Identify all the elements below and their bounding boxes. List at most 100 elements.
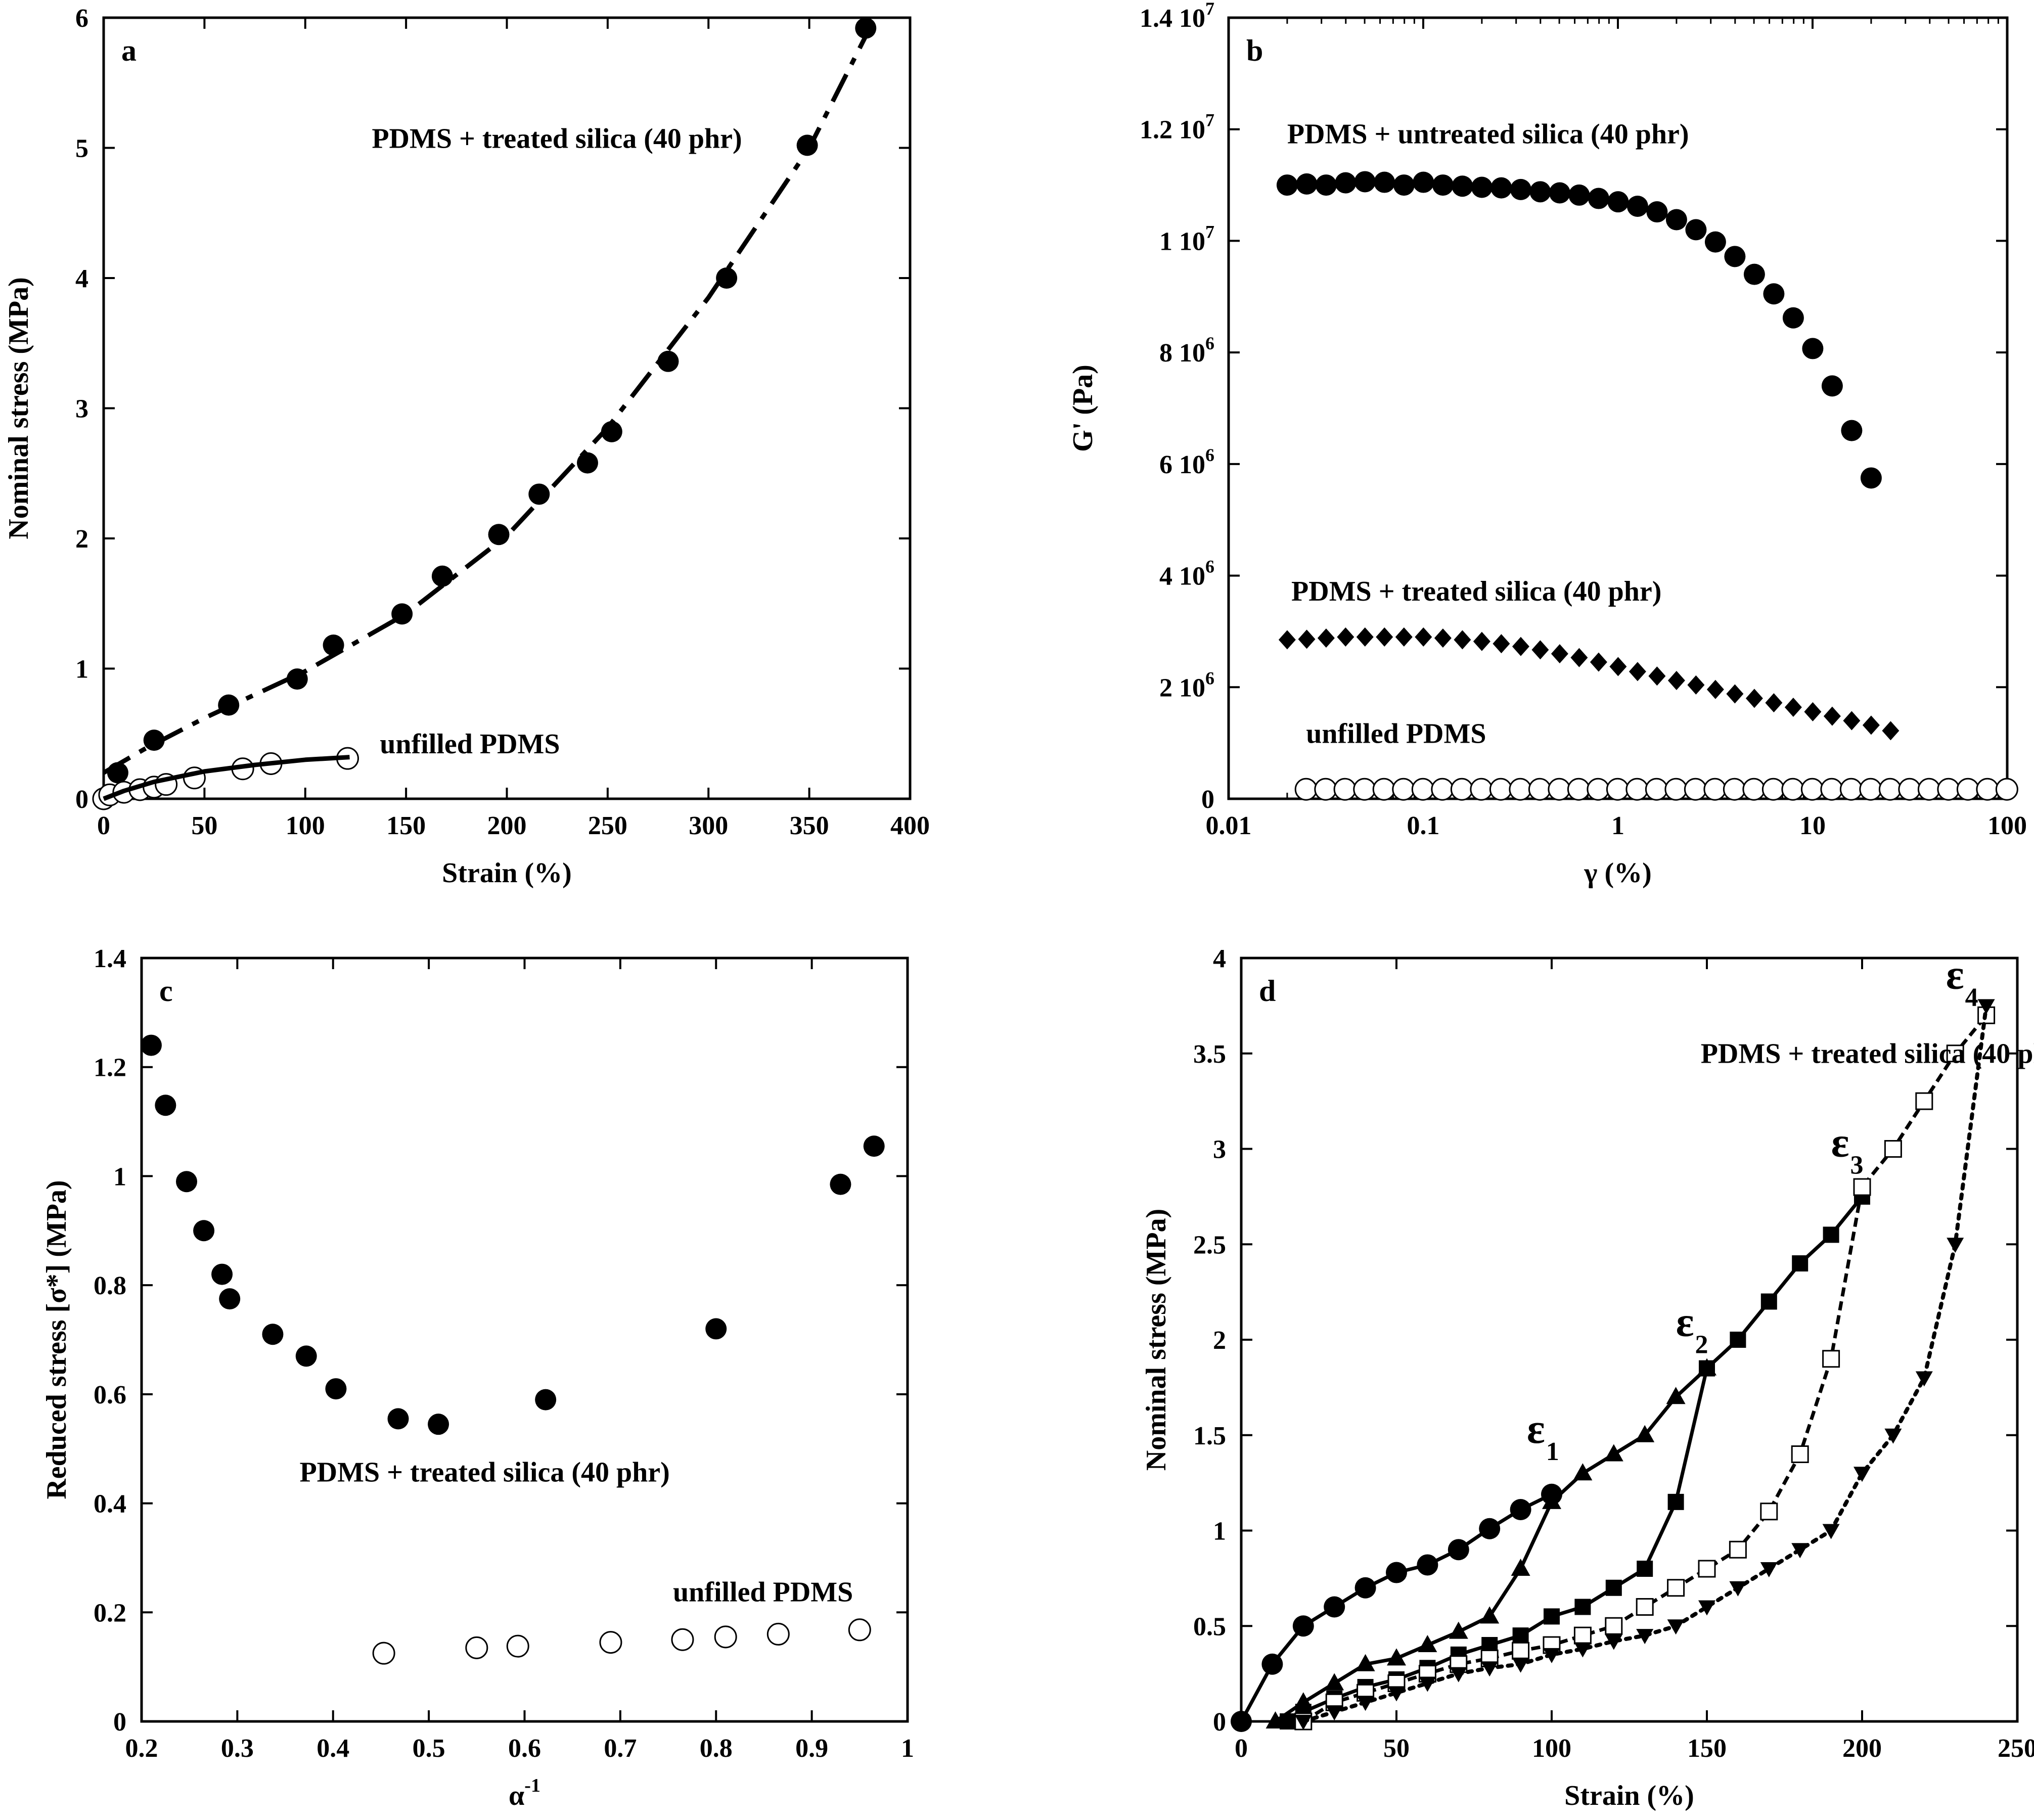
y-tick-label: 0 xyxy=(1201,785,1214,814)
y-tick-label: 1.4 107 xyxy=(1140,0,1214,33)
data-point xyxy=(1884,1140,1902,1158)
data-point xyxy=(1374,171,1395,193)
data-point xyxy=(1493,634,1510,654)
data-point xyxy=(1791,1543,1809,1559)
data-point xyxy=(1479,1518,1501,1539)
data-point xyxy=(1878,778,1902,801)
data-point xyxy=(1528,778,1551,801)
data-point xyxy=(1606,778,1629,801)
x-axis-label: Strain (%) xyxy=(442,857,572,889)
annotation-text: PDMS + treated silica (40 phr) xyxy=(299,1457,669,1488)
data-point xyxy=(1698,1560,1716,1578)
data-point xyxy=(1667,1493,1684,1510)
data-point xyxy=(1454,630,1471,650)
data-point xyxy=(1544,1608,1560,1625)
data-point xyxy=(1822,1350,1840,1368)
data-point xyxy=(1548,778,1571,801)
data-point xyxy=(1333,778,1357,801)
x-tick-label: 0 xyxy=(1235,1734,1248,1763)
data-point xyxy=(1296,173,1318,195)
y-tick-label: 1 107 xyxy=(1159,221,1214,256)
data-point xyxy=(1667,671,1685,691)
y-tick-mantissa: 6 10 xyxy=(1159,450,1205,479)
data-point xyxy=(1490,177,1512,199)
data-point xyxy=(1325,1673,1344,1691)
strain-label-subscript: 3 xyxy=(1850,1151,1863,1180)
data-point xyxy=(1862,715,1880,735)
data-point xyxy=(1745,689,1763,708)
data-point xyxy=(716,267,738,289)
data-point xyxy=(1280,1713,1296,1730)
y-axis-label: Nominal stress (MPa) xyxy=(3,277,34,539)
data-point xyxy=(1294,1715,1312,1730)
x-tick-label: 50 xyxy=(1383,1734,1410,1763)
data-point xyxy=(1392,778,1415,801)
data-point xyxy=(1791,1445,1809,1463)
data-point xyxy=(1376,627,1393,647)
y-tick-label: 3.5 xyxy=(1193,1040,1226,1069)
y-tick-label: 0.2 xyxy=(94,1599,126,1627)
data-point xyxy=(1915,1371,1933,1387)
data-point xyxy=(1760,1293,1777,1310)
y-tick-label: 1 xyxy=(75,655,88,684)
data-point xyxy=(1292,1615,1314,1637)
panel-d-cyclic-loading: 0 50 100 150 200 250 0 0.5 1 1.5 2 2.5 3 3.5 4 Strain (… xyxy=(1141,944,2034,1811)
data-point xyxy=(1667,1579,1685,1597)
data-point xyxy=(1723,778,1746,801)
data-point xyxy=(1590,652,1607,672)
y-tick-exponent: 6 xyxy=(1205,557,1214,577)
data-point xyxy=(1664,778,1688,801)
data-point xyxy=(211,1263,233,1285)
data-point xyxy=(1386,1562,1407,1583)
data-point xyxy=(1355,1654,1375,1671)
data-point xyxy=(1418,1635,1437,1652)
data-point xyxy=(657,350,679,372)
y-tick-label: 4 xyxy=(1213,944,1226,973)
data-point xyxy=(1841,420,1863,441)
data-point xyxy=(1765,693,1783,713)
data-point xyxy=(1666,1387,1686,1404)
y-tick-label: 0 xyxy=(75,785,88,814)
strain-label: ε2 xyxy=(1676,1298,1708,1359)
x-tick-label: 0.6 xyxy=(508,1734,541,1763)
data-point xyxy=(1372,778,1395,801)
data-point xyxy=(1278,630,1296,650)
data-point xyxy=(1574,1642,1592,1658)
x-tick-label: 300 xyxy=(689,811,728,840)
data-point xyxy=(1549,182,1570,204)
data-point xyxy=(855,17,877,39)
y-tick-label: 6 xyxy=(75,4,88,33)
data-point xyxy=(705,1318,727,1340)
y-tick-exponent: 6 xyxy=(1205,668,1214,688)
data-point xyxy=(1635,1425,1655,1442)
data-point xyxy=(1324,1596,1345,1618)
data-point xyxy=(1605,1579,1622,1596)
panel-letter: b xyxy=(1246,34,1263,67)
panel-letter: a xyxy=(121,34,137,67)
x-tick-label: 250 xyxy=(1998,1734,2034,1763)
x-tick-label: 0.8 xyxy=(700,1734,733,1763)
x-axis-label-main: α xyxy=(509,1780,524,1811)
data-point xyxy=(1976,778,1999,801)
data-point xyxy=(1853,1178,1871,1196)
data-point xyxy=(193,1220,215,1242)
strain-label-symbol: ε xyxy=(1527,1405,1545,1452)
data-point xyxy=(431,565,453,587)
data-point xyxy=(465,1636,488,1659)
x-tick-label: 200 xyxy=(487,811,527,840)
data-point xyxy=(1684,778,1707,801)
data-point xyxy=(1512,1657,1529,1673)
y-tick-label: 6 106 xyxy=(1159,445,1214,479)
y-tick-label: 2.5 xyxy=(1193,1231,1226,1259)
y-tick-label: 2 106 xyxy=(1159,668,1214,702)
data-point xyxy=(1704,231,1726,253)
data-point xyxy=(1393,174,1415,196)
data-point xyxy=(1417,1554,1438,1576)
data-point xyxy=(1551,644,1568,664)
y-tick-label: 1.2 xyxy=(94,1054,126,1082)
data-point xyxy=(1415,627,1432,647)
strain-label: ε1 xyxy=(1527,1405,1559,1466)
series-0 xyxy=(140,1034,885,1435)
data-point xyxy=(1411,778,1434,801)
